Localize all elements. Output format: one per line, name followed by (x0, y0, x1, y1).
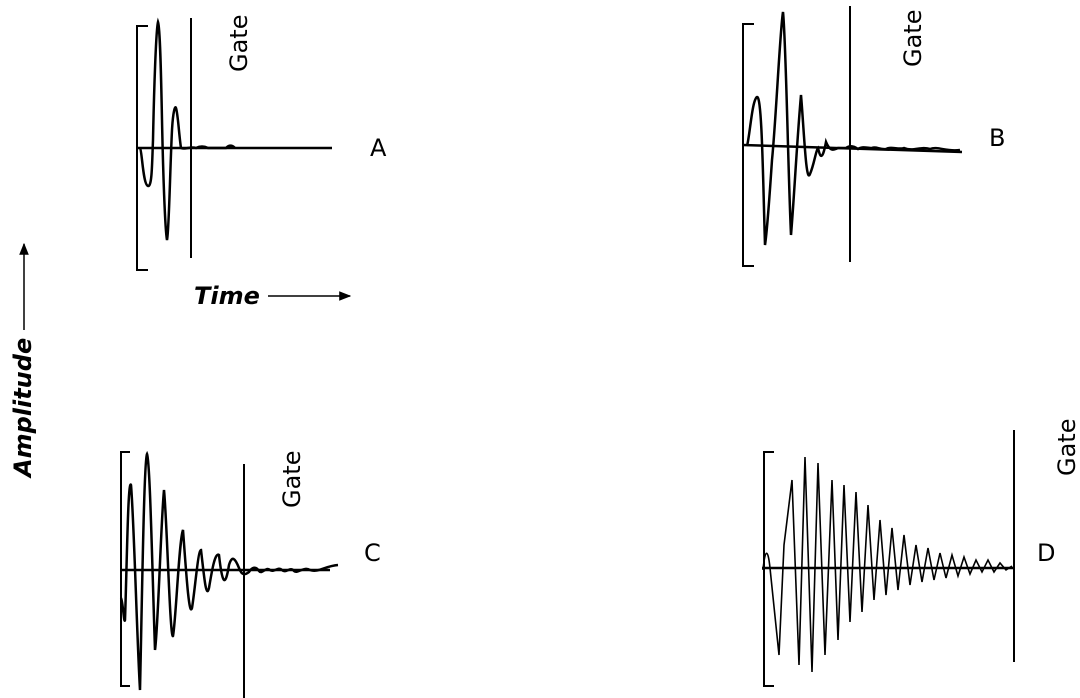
panel-d: Gate D (762, 419, 1080, 687)
panel-d-letter: D (1037, 539, 1055, 567)
panel-c-gate-label: Gate (278, 451, 306, 508)
panel-c-waveform (119, 450, 339, 691)
panel-b-letter: B (989, 124, 1005, 152)
panel-b-gate-label: Gate (899, 10, 927, 67)
time-axis-label: Time (194, 282, 260, 310)
panel-d-gate-label: Gate (1053, 419, 1080, 476)
panel-a-waveform (138, 17, 236, 241)
panel-b-baseline (742, 143, 963, 154)
panel-b: Gate B (742, 6, 1005, 267)
amplitude-axis-label: Amplitude (9, 338, 37, 479)
panel-b-waveform (745, 11, 961, 246)
panel-a-gate-label: Gate (225, 15, 253, 72)
panel-c: Gate C (119, 450, 381, 698)
panel-d-waveform (762, 456, 1013, 673)
panel-a-letter: A (370, 134, 387, 162)
panel-a: Gate A (136, 15, 387, 271)
panel-c-letter: C (364, 539, 381, 567)
